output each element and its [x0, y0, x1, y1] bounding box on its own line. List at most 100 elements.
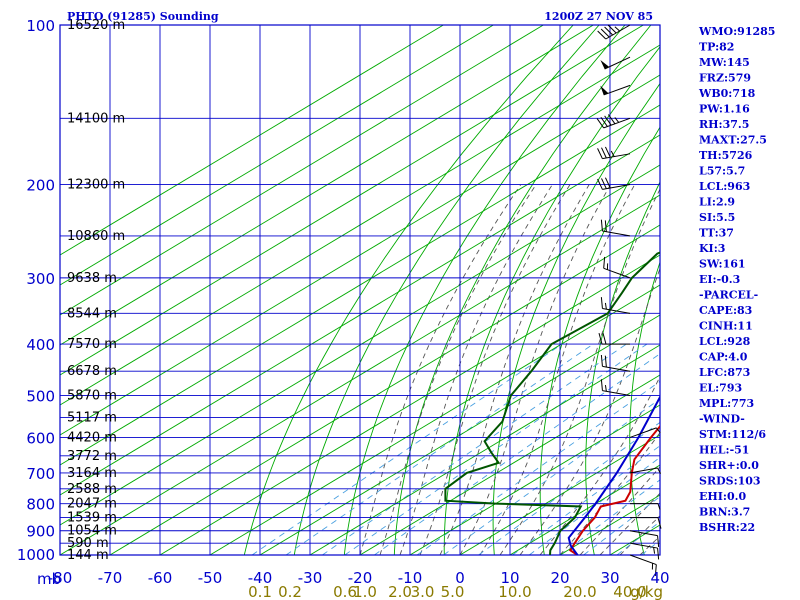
dry-adiabat [793, 25, 800, 555]
isotherm [60, 25, 444, 256]
wind-barb-half-flag [604, 384, 607, 392]
wind-barb-flag [600, 297, 603, 309]
wind-barb-flag [657, 517, 662, 529]
height-label: 16520 m [67, 18, 125, 33]
index-entry: LI:2.9 [699, 196, 735, 209]
wind-barb-staff [603, 267, 631, 279]
temperature-tick-label: -70 [98, 569, 123, 587]
wind-barb [603, 256, 631, 279]
wind-barb-flag [600, 28, 610, 38]
index-entry: CAP:4.0 [699, 351, 748, 364]
temperature-tick-label: -10 [398, 569, 423, 587]
wind-barb-flag [600, 116, 608, 127]
dry-adiabat [492, 82, 660, 555]
isotherm [409, 404, 660, 555]
wind-barb-staff [629, 542, 658, 549]
wind-barb [597, 177, 631, 190]
index-entry: SI:5.5 [699, 211, 735, 224]
wind-barb-staff [602, 230, 631, 237]
index-entry: STM:112/6 [699, 428, 766, 441]
wind-barb [600, 297, 631, 314]
wind-barb-staff [605, 24, 631, 40]
mixing-ratio-line [416, 380, 660, 555]
temperature-line [568, 422, 660, 555]
index-entry: -WIND- [699, 413, 745, 426]
dewpoint-line [444, 251, 660, 555]
wind-barb [629, 427, 661, 438]
plot-border [59, 24, 661, 556]
wind-barb [600, 56, 631, 70]
mixing-ratio-label: 5.0 [441, 583, 465, 600]
wind-barb [600, 354, 631, 372]
stability-indices-panel: WMO:91285 TP:82 MW:145 FRZ:579 WB0:718 PW:1.1… [698, 25, 775, 534]
sounding-profiles [444, 251, 660, 555]
isotherm [259, 314, 660, 555]
height-label: 590 m [67, 536, 109, 551]
index-entry: TT:37 [699, 227, 734, 240]
mixing-ratio-label: 0.6 [333, 583, 357, 600]
wind-barb-flag [603, 256, 606, 269]
height-label: 4420 m [67, 430, 117, 445]
wind-barb-flag [597, 178, 603, 190]
wind-barb [629, 542, 660, 560]
index-entry: MAXT:27.5 [699, 134, 767, 147]
isotherm [60, 164, 660, 526]
wind-barb-flag [604, 177, 611, 189]
mixing-ratio-line [560, 479, 660, 555]
isotherm [209, 284, 660, 555]
wind-barb-flag [597, 148, 603, 159]
mixing-ratio-line [251, 343, 563, 555]
isotherm [159, 254, 660, 555]
wind-barb [597, 146, 631, 160]
dry-adiabat [754, 25, 800, 555]
wind-barb-flag [600, 379, 603, 391]
isotherm [60, 25, 494, 286]
wind-barb-staff [629, 427, 657, 438]
mixing-ratio-label: 2.0 [388, 583, 412, 600]
index-entry: TH:5726 [699, 149, 753, 162]
height-label: 3164 m [67, 466, 117, 481]
wind-barb [629, 530, 660, 548]
mixing-ratio-line [285, 343, 594, 555]
height-label: 10860 m [67, 229, 125, 244]
wind-barb-pennant [600, 85, 609, 95]
moist-adiabat [439, 184, 590, 555]
height-label: 8544 m [67, 306, 117, 321]
wind-barb-staff [602, 308, 631, 314]
index-entry: FRZ:579 [699, 72, 751, 85]
wind-barb-flag [600, 354, 603, 367]
index-entry: SHR+:0.0 [699, 459, 759, 472]
isotherm [109, 224, 660, 555]
wind-barb-half-flag [604, 302, 607, 310]
parcel-line [567, 395, 660, 555]
mixing-ratio-line [374, 353, 660, 555]
dry-adiabat [343, 25, 626, 555]
index-entry: EL:793 [699, 382, 742, 395]
wind-barb-flag [601, 147, 607, 159]
pressure-tick-label: 900 [26, 523, 55, 541]
moist-adiabat [619, 515, 660, 555]
isotherm [359, 374, 660, 555]
wind-barb-flag [597, 30, 607, 40]
mixing-ratio-unit-label: g/kg [630, 583, 663, 600]
height-label: 5870 m [67, 388, 117, 403]
height-label: 144 m [67, 548, 109, 563]
mixing-ratio-label: 40.0 [613, 583, 646, 600]
wind-barb-flag [604, 26, 614, 36]
index-entry: PW:1.16 [699, 103, 750, 116]
height-label: 6678 m [67, 364, 117, 379]
wind-barb [600, 379, 631, 396]
plot-frame [59, 24, 661, 556]
temperature-tick-label: -80 [48, 569, 73, 587]
temperature-tick-label: 40 [650, 569, 669, 587]
temperature-tick-label: -60 [148, 569, 173, 587]
wind-barb-staff [602, 390, 631, 396]
pressure-tick-label: 500 [26, 387, 55, 405]
height-label: 2588 m [67, 482, 117, 497]
moist-adiabat [579, 466, 660, 555]
isotherm [60, 104, 660, 466]
dry-adiabat [243, 25, 574, 555]
wind-barb [596, 114, 631, 129]
pressure-tick-label: 800 [26, 496, 55, 514]
index-entry: BSHR:22 [699, 521, 755, 534]
